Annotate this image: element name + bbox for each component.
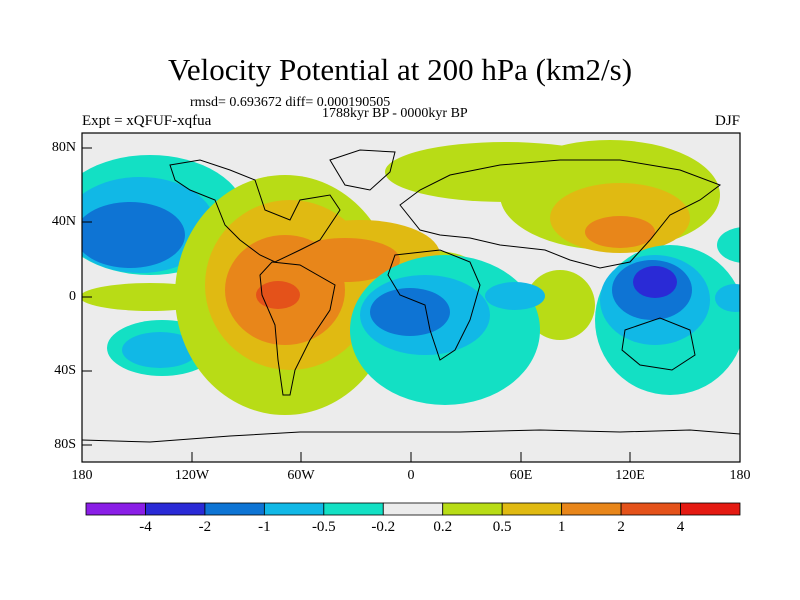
coast-greenland	[329, 149, 396, 191]
chart-title: Velocity Potential at 200 hPa (km2/s)	[167, 52, 633, 87]
contour-indian-yellow	[525, 270, 595, 340]
x-tick-label-180w: 180	[71, 468, 93, 483]
colorbar-label-0: -4	[139, 519, 152, 535]
y-tick-label-40n: 40N	[51, 214, 76, 229]
colorbar-label-3: -0.5	[311, 519, 336, 535]
contour-natl-orange2	[290, 238, 400, 282]
contour-asia-orange2	[585, 216, 655, 248]
colorbar-label-2: -1	[258, 519, 271, 535]
contour-epac-patch2	[717, 227, 740, 263]
coast-australia	[621, 317, 696, 371]
colorbar-swatch-8	[561, 502, 622, 516]
colorbar-label-8: 2	[617, 519, 625, 535]
contour-arabia-inner	[485, 282, 545, 310]
axis-ticks	[82, 147, 631, 462]
contour-america-red	[256, 281, 300, 309]
y-tick-label-40s: 40S	[54, 363, 76, 378]
contour-africa-inner	[370, 288, 450, 336]
colorbar-label-1: -2	[198, 519, 212, 535]
contour-npac-inner	[82, 202, 185, 268]
colorbar-label-9: 4	[676, 519, 685, 535]
contour-epac-patch	[715, 284, 740, 312]
stats-label: rmsd= 0.693672 diff= 0.000190505	[190, 95, 391, 110]
colorbar-swatch-9	[620, 502, 681, 516]
colorbar-swatch-7	[501, 502, 563, 516]
coastline-layer	[82, 149, 740, 443]
coast-antarctica	[82, 429, 740, 443]
colorbar-swatch-5	[382, 502, 444, 516]
colorbar-swatch-0	[85, 502, 146, 516]
colorbar	[85, 502, 741, 516]
x-tick-label-60e: 60E	[509, 468, 533, 483]
period-label: 1788kyr BP - 0000kyr BP	[322, 106, 468, 121]
coast-north-america	[169, 159, 341, 263]
contour-natl-yellow	[385, 142, 625, 202]
colorbar-label-7: 1	[557, 519, 566, 535]
experiment-label: Expt = xQFUF-xqfua	[82, 113, 212, 129]
season-label: DJF	[714, 113, 740, 129]
y-tick-label-0: 0	[69, 289, 76, 304]
x-tick-label-120w: 120W	[174, 468, 210, 483]
contour-mc-core	[633, 266, 677, 298]
colorbar-label-6: 0.5	[492, 519, 512, 535]
coast-eurasia	[399, 159, 722, 269]
colorbar-swatch-6	[442, 502, 503, 516]
contour-eqpac-yellow	[82, 283, 220, 311]
x-tick-label-0: 0	[407, 468, 415, 483]
colorbar-swatch-4	[323, 502, 384, 516]
coast-south-america	[259, 261, 336, 396]
colorbar-swatch-3	[263, 502, 325, 516]
y-tick-label-80n: 80N	[51, 140, 76, 155]
contour-spac-inner	[122, 332, 198, 368]
colorbar-swatch-10	[680, 502, 741, 516]
colorbar-swatch-2	[204, 502, 265, 516]
colorbar-swatch-1	[145, 502, 206, 516]
x-tick-label-120e: 120E	[615, 468, 645, 483]
x-tick-label-60w: 60W	[287, 468, 315, 483]
y-tick-label-80s: 80S	[54, 437, 76, 452]
coast-africa	[387, 249, 481, 361]
colorbar-label-4: -0.2	[371, 519, 396, 535]
x-tick-label-180e: 180	[729, 468, 751, 483]
colorbar-label-5: 0.2	[433, 519, 453, 535]
